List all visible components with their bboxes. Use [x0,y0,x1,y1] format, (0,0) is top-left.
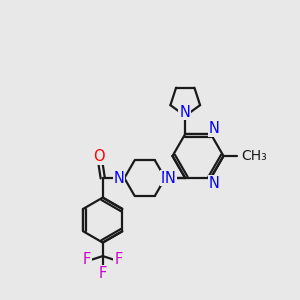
Text: CH₃: CH₃ [242,149,267,163]
Text: N: N [179,104,190,119]
Text: F: F [114,252,122,267]
Text: N: N [165,171,176,186]
Text: N: N [113,171,124,186]
Text: F: F [99,266,107,281]
Text: N: N [209,176,220,191]
Text: O: O [93,149,105,164]
Text: N: N [160,171,171,186]
Text: N: N [209,121,220,136]
Text: F: F [83,252,91,267]
